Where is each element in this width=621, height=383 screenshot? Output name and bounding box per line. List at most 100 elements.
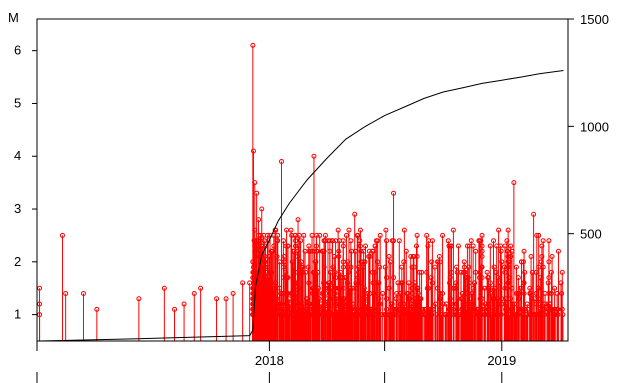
stem-marker-546: [336, 248, 342, 254]
stem-marker-1082: [548, 269, 554, 275]
stem-marker-1053: [386, 254, 392, 260]
stem-marker-765: [494, 296, 500, 302]
stem-marker-813: [505, 254, 511, 260]
stem-marker-224: [380, 290, 386, 296]
stem-marker-908: [370, 248, 376, 254]
stem-marker-890: [521, 248, 527, 254]
stem-marker-992: [294, 280, 300, 286]
stem-marker-1063: [326, 301, 332, 307]
stem-marker-493: [465, 275, 471, 281]
stem-marker-1066: [478, 238, 484, 244]
stem-marker-602: [522, 306, 528, 312]
stem-marker-1010: [340, 285, 346, 291]
stem-marker-1050: [264, 232, 270, 238]
stem-marker-771: [310, 269, 316, 275]
stem-marker-927: [398, 280, 404, 286]
stem-marker-811: [424, 232, 430, 238]
stem-marker-939: [327, 238, 333, 244]
stem-marker-24: [499, 259, 505, 265]
stem-marker-1021: [272, 296, 278, 302]
stem-marker-441: [288, 227, 294, 233]
stem-marker-940: [523, 312, 529, 318]
stem-marker-960: [294, 254, 300, 260]
stem-marker-514: [440, 301, 446, 307]
stem-marker-880: [539, 254, 545, 260]
stem-marker-1073: [259, 206, 265, 212]
stem-marker-1014: [496, 227, 502, 233]
stem-marker-932: [335, 312, 341, 318]
stem-marker-789: [317, 232, 323, 238]
stem-marker-1039: [263, 275, 269, 281]
cumulative-series: [39, 70, 564, 342]
stem-marker-66: [545, 280, 551, 286]
stem-marker-1058: [434, 312, 440, 318]
stem-marker-809: [305, 264, 311, 270]
stem-marker-911: [451, 285, 457, 291]
stem-marker-1035: [503, 312, 509, 318]
stem-marker-931: [324, 296, 330, 302]
stem-marker-1030: [429, 312, 435, 318]
stem-marker-833: [473, 248, 479, 254]
stem-marker-451: [396, 238, 402, 244]
stem-marker-979: [357, 243, 363, 249]
stem-marker-565: [546, 259, 552, 265]
stem-marker-842: [512, 312, 518, 318]
stem-marker-678: [439, 312, 445, 318]
stem-marker-687: [375, 306, 381, 312]
stem-marker-879: [462, 285, 468, 291]
stem-marker-1029: [442, 312, 448, 318]
stem-marker-1072: [256, 217, 262, 223]
stem-marker-900: [329, 238, 335, 244]
stem-marker-1026: [294, 306, 300, 312]
stem-marker-1044: [261, 290, 267, 296]
stem-marker-1075: [295, 217, 301, 223]
stem-marker-923: [414, 232, 420, 238]
stem-marker-1071: [254, 190, 260, 196]
x-axis-tick-label-1: 2019: [487, 353, 516, 368]
stem-marker-877: [417, 269, 423, 275]
stem-marker-855: [536, 232, 542, 238]
stem-marker-619: [508, 254, 514, 260]
stem-marker-512: [296, 232, 302, 238]
stem-marker-953: [326, 280, 332, 286]
stem-marker-198: [559, 269, 565, 275]
stem-marker-569: [474, 306, 480, 312]
stem-marker-873: [376, 280, 382, 286]
stem-marker-557: [485, 275, 491, 281]
stem-marker-56: [429, 259, 435, 265]
stem-marker-1020: [417, 296, 423, 302]
stem-marker-500: [467, 306, 473, 312]
left-axis-tick-label-3: 4: [14, 148, 21, 163]
stem-marker-874: [461, 269, 467, 275]
stem-marker-799: [362, 259, 368, 265]
stem-marker-617: [513, 264, 519, 270]
stem-marker-1045: [533, 301, 539, 307]
stem-marker-995: [415, 290, 421, 296]
stem-marker-395: [469, 290, 475, 296]
stem-marker-724: [340, 238, 346, 244]
stem-marker-987: [345, 264, 351, 270]
stem-marker-962: [358, 280, 364, 286]
left-axis-tick-label-1: 2: [14, 254, 21, 269]
stem-marker-902: [408, 306, 414, 312]
stem-marker-959: [316, 296, 322, 302]
stem-marker-561: [437, 259, 443, 265]
stem-marker-1070: [252, 180, 258, 186]
stem-marker-760: [501, 264, 507, 270]
stem-marker-1048: [536, 296, 542, 302]
stem-marker-955: [502, 285, 508, 291]
stem-marker-773: [495, 312, 501, 318]
stem-marker-747: [454, 264, 460, 270]
stem-marker-786: [453, 280, 459, 286]
stem-marker-16: [240, 280, 246, 286]
stem-marker-998: [491, 264, 497, 270]
stem-marker-1079: [479, 243, 485, 249]
stem-marker-899: [262, 280, 268, 286]
stem-marker-487: [471, 280, 477, 286]
stem-marker-793: [357, 227, 363, 233]
left-axis-unit-label: M: [8, 10, 19, 25]
stem-marker-1056: [541, 301, 547, 307]
stem-marker-656: [505, 248, 511, 254]
stem-marker-875: [520, 312, 526, 318]
stem-marker-985: [360, 301, 366, 307]
